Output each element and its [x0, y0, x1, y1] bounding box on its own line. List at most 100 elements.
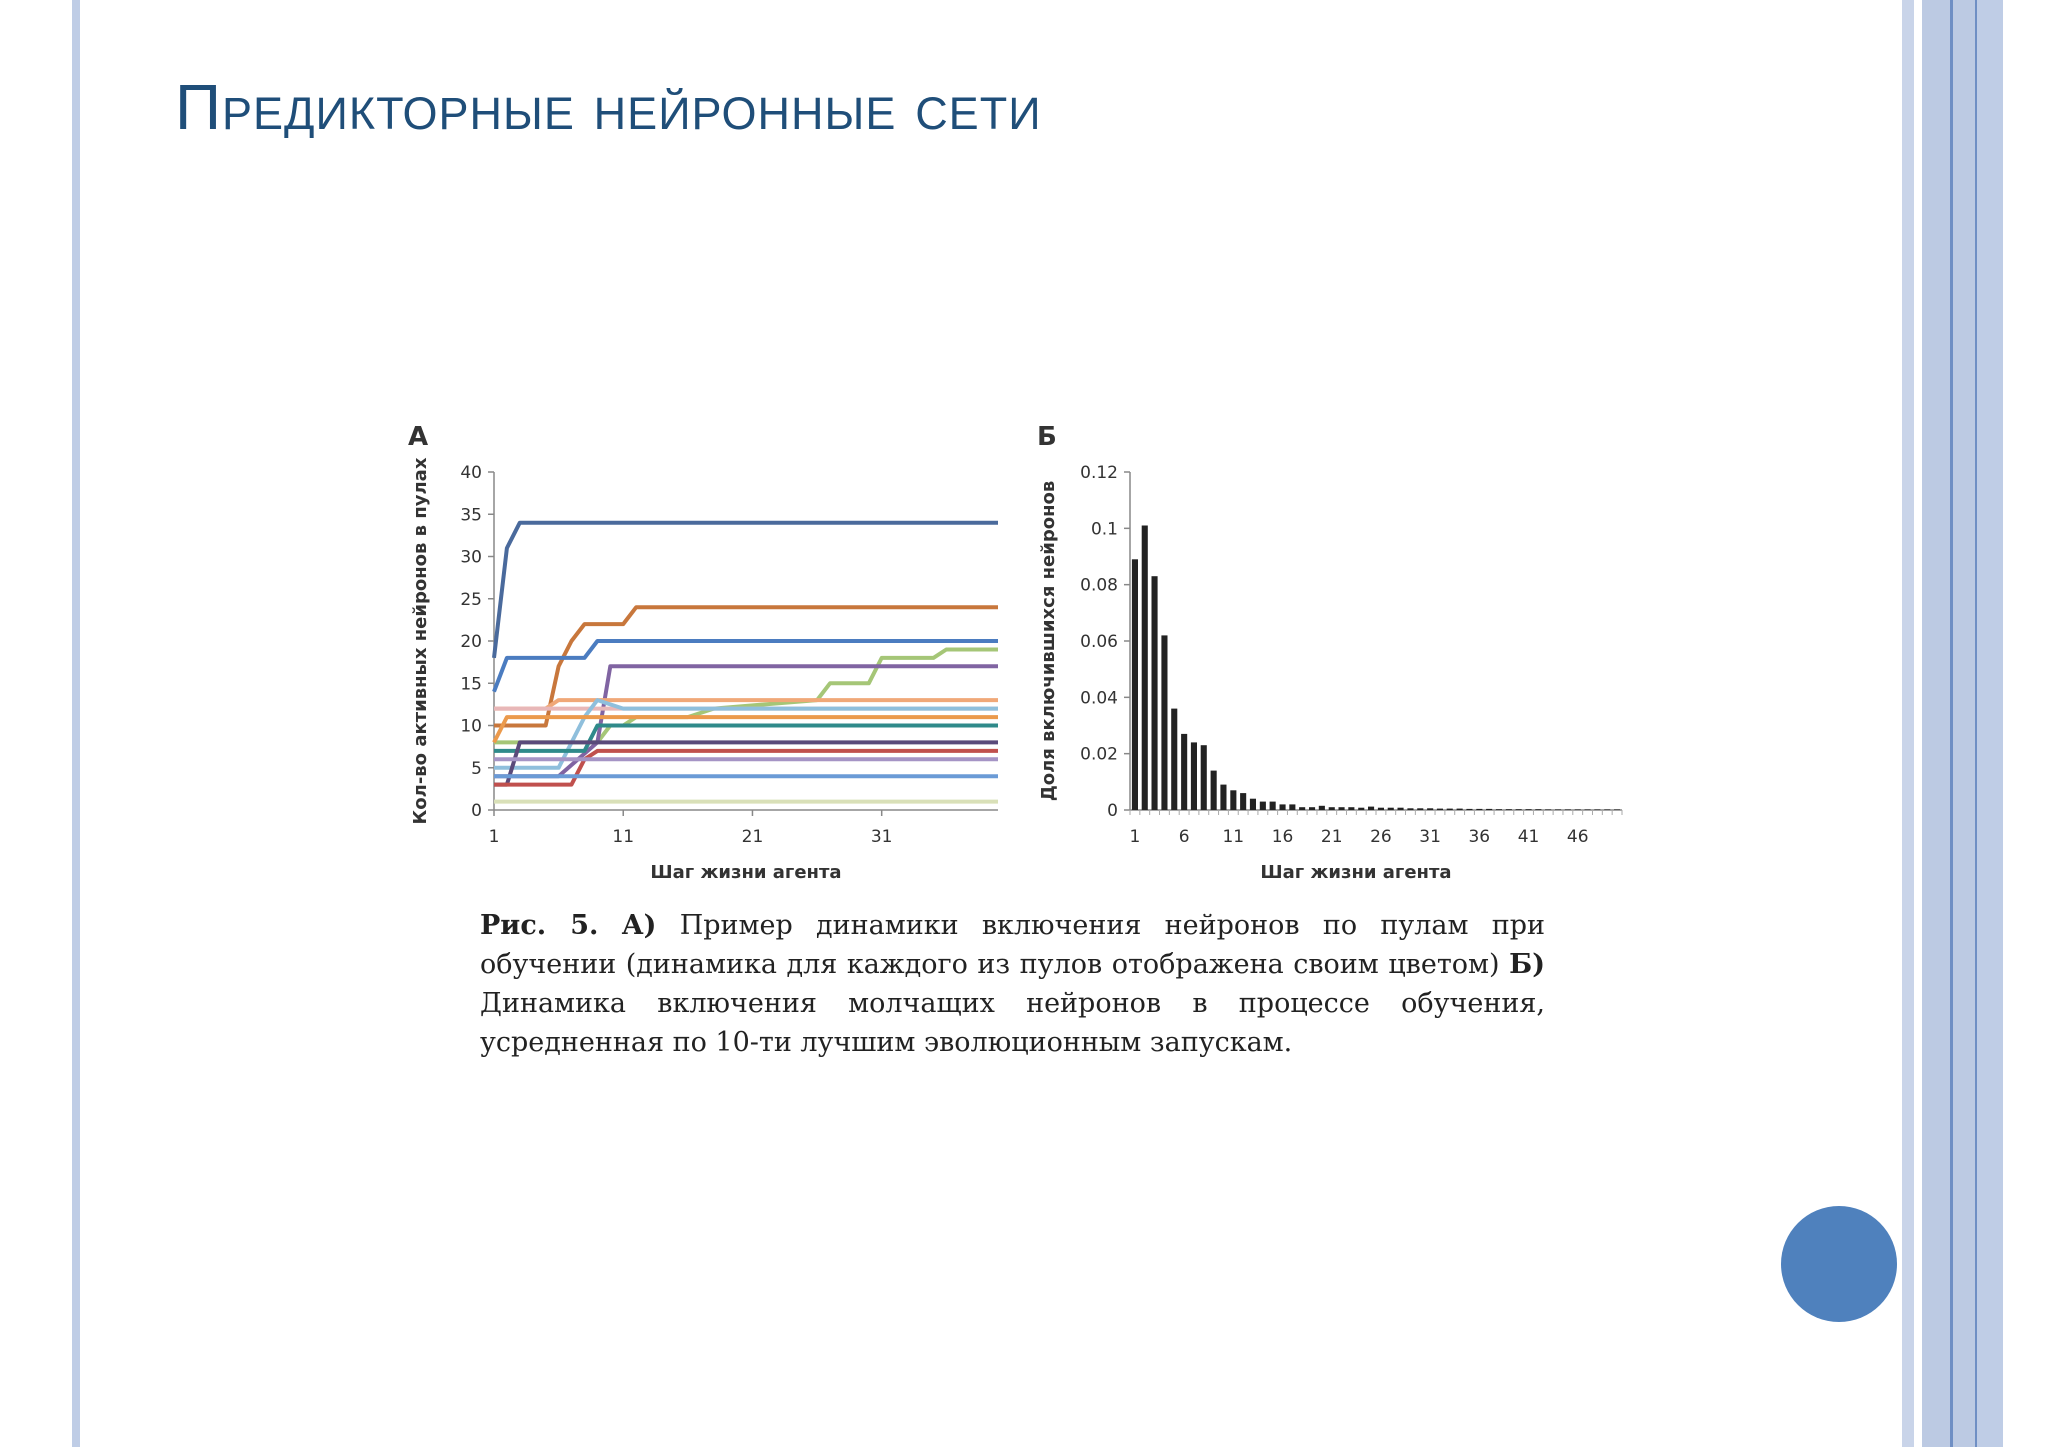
x-tick-label: 21 [1321, 827, 1343, 847]
bar [1348, 807, 1355, 810]
series-line [494, 698, 998, 770]
bar [1574, 809, 1581, 810]
bar [1584, 809, 1591, 810]
series-line [492, 639, 998, 693]
y-tick-label: 0.06 [1080, 632, 1118, 652]
series-line [494, 647, 998, 745]
bar [1555, 809, 1562, 810]
figure-caption: Рис. 5. А) Пример динамики включения ней… [480, 906, 1545, 1062]
bar [1309, 807, 1316, 810]
bar [1338, 807, 1345, 810]
bar [1220, 784, 1227, 810]
x-tick-label: 26 [1370, 827, 1392, 847]
bar [1210, 770, 1217, 810]
x-axis-title: Шаг жизни агента [1260, 862, 1451, 883]
bar [1466, 808, 1473, 810]
bar [1407, 808, 1414, 810]
bar [1535, 809, 1542, 810]
y-tick-label: 40 [460, 463, 482, 483]
next-slide-button[interactable] [1781, 1206, 1897, 1322]
left-accent-line [72, 0, 80, 1447]
y-tick-label: 35 [460, 505, 482, 525]
x-tick-label: 46 [1567, 827, 1589, 847]
y-axis-title: Доля включившихся нейронов [1038, 481, 1059, 802]
bar [1564, 809, 1571, 810]
bar [1358, 807, 1365, 810]
bar [1279, 804, 1286, 810]
bar [1181, 733, 1188, 810]
bar [1131, 559, 1138, 810]
y-axis-title: Кол-во активных нейронов в пулах [410, 457, 431, 824]
y-tick-label: 25 [460, 590, 482, 610]
bar [1141, 525, 1148, 810]
right-decorative-band [1902, 0, 2048, 1447]
y-tick-label: 10 [460, 717, 482, 737]
bar [1230, 790, 1237, 810]
x-tick-label: 16 [1272, 827, 1294, 847]
bar-chart-b: 00.020.040.060.080.10.121 6 11 16 21 26 31 36 41… [1038, 463, 1623, 883]
caption-text-a: Пример динамики включения нейронов по пу… [480, 910, 1545, 980]
bar [1476, 808, 1483, 810]
bar [1446, 808, 1453, 810]
y-tick-label: 0.1 [1091, 519, 1118, 539]
bar [1505, 809, 1512, 810]
x-axis-title: Шаг жизни агента [650, 862, 841, 883]
bar [1318, 805, 1325, 810]
bar [1190, 742, 1197, 810]
caption-marker-b: Б) [1509, 949, 1545, 980]
y-tick-label: 0.02 [1080, 745, 1118, 765]
bar [1240, 793, 1247, 810]
bar [1427, 808, 1434, 810]
x-tick-label: 11 [612, 827, 634, 847]
x-tick-label: 31 [1419, 827, 1441, 847]
panel-b-label: Б [1037, 422, 1057, 452]
y-tick-label: 0 [471, 801, 482, 821]
y-tick-label: 30 [460, 548, 482, 568]
bar [1397, 807, 1404, 810]
y-tick-label: 0.04 [1080, 688, 1118, 708]
bar [1604, 809, 1611, 810]
x-tick-label: 41 [1518, 827, 1540, 847]
caption-text-b: Динамика включения молчащих нейронов в п… [480, 988, 1545, 1058]
bar [1515, 809, 1522, 810]
x-tick-label: 1 [489, 827, 500, 847]
x-tick-label: 21 [742, 827, 764, 847]
caption-figure-number: Рис. 5. [480, 910, 599, 941]
y-tick-label: 5 [471, 759, 482, 779]
bar [1249, 798, 1256, 810]
slide-title: Предикторные нейронные сети [175, 71, 1042, 143]
caption-marker-a: А) [621, 910, 657, 941]
bar [1269, 801, 1276, 810]
y-tick-label: 20 [460, 632, 482, 652]
bar [1486, 808, 1493, 810]
bar [1171, 708, 1178, 810]
x-tick-label: 31 [871, 827, 893, 847]
y-tick-label: 15 [460, 674, 482, 694]
bar [1545, 809, 1552, 810]
series-line [492, 520, 998, 659]
bar [1594, 809, 1601, 810]
bar [1151, 576, 1158, 810]
bar [1368, 806, 1375, 810]
bar [1200, 745, 1207, 810]
y-tick-label: 0.12 [1080, 463, 1118, 483]
bar [1377, 807, 1384, 810]
bar [1456, 808, 1463, 810]
bar [1417, 808, 1424, 810]
bar [1161, 635, 1168, 810]
series-line [494, 723, 998, 753]
bar [1299, 807, 1306, 810]
bar [1387, 807, 1394, 810]
x-tick-label: 6 [1179, 827, 1190, 847]
bar [1259, 801, 1266, 810]
bar [1495, 809, 1502, 810]
bar [1436, 808, 1443, 810]
bar [1614, 809, 1621, 810]
bar [1328, 807, 1335, 810]
x-tick-label: 1 [1130, 827, 1141, 847]
bar [1289, 804, 1296, 810]
x-tick-label: 36 [1468, 827, 1490, 847]
series-line [492, 715, 998, 744]
y-tick-label: 0 [1107, 801, 1118, 821]
